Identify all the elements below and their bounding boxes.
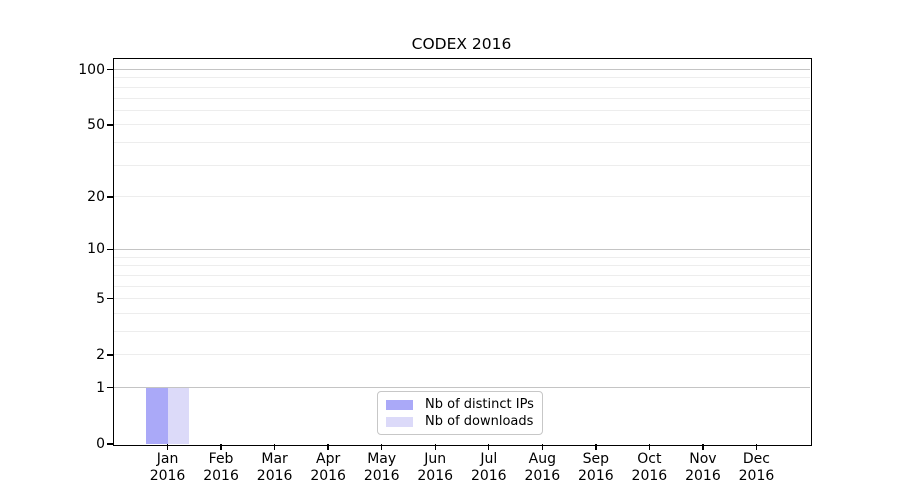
x-tick-mark xyxy=(702,444,704,450)
x-tick-year: 2016 xyxy=(149,468,186,484)
minor-gridline xyxy=(114,86,810,88)
x-tick-year: 2016 xyxy=(524,468,561,484)
x-tick-mark xyxy=(755,444,758,450)
y-tick-label: 2 xyxy=(96,346,105,363)
x-tick-label-apr: Apr 2016 xyxy=(293,451,363,485)
y-tick-label: 10 xyxy=(87,241,105,258)
legend-label-downloads: Nb of downloads xyxy=(425,414,534,429)
plot-area xyxy=(114,59,810,444)
x-tick-month: Jun xyxy=(424,451,447,467)
y-tick-label: 1 xyxy=(96,379,105,396)
x-tick-year: 2016 xyxy=(685,468,721,484)
x-tick-mark xyxy=(273,444,276,450)
minor-gridline xyxy=(114,97,810,99)
x-tick-month: Mar xyxy=(261,451,288,467)
x-tick-month: Nov xyxy=(689,451,717,467)
x-tick-mark xyxy=(648,444,651,450)
x-tick-mark xyxy=(327,444,329,450)
y-tick-mark xyxy=(107,297,114,300)
chart-title: CODEX 2016 xyxy=(411,35,512,53)
y-tick-label: 5 xyxy=(96,290,105,307)
bar-jan-series1 xyxy=(167,387,190,444)
plot-border xyxy=(112,57,812,446)
x-tick-year: 2016 xyxy=(738,468,775,484)
x-tick-mark xyxy=(541,444,543,450)
x-tick-year: 2016 xyxy=(470,468,507,484)
x-tick-mark xyxy=(595,444,597,450)
x-tick-label-mar: Mar 2016 xyxy=(240,451,310,485)
major-gridline xyxy=(114,68,810,71)
x-tick-month: Aug xyxy=(528,451,556,467)
minor-gridline xyxy=(114,285,810,287)
x-tick-month: Jan xyxy=(156,451,179,467)
x-tick-year: 2016 xyxy=(310,468,346,484)
major-gridline xyxy=(114,387,810,389)
x-tick-label-feb: Feb 2016 xyxy=(186,451,256,485)
x-tick-year: 2016 xyxy=(203,468,239,484)
x-tick-month: Dec xyxy=(742,451,770,467)
legend: Nb of distinct IPs Nb of downloads xyxy=(377,391,543,435)
x-tick-month: Jul xyxy=(480,451,498,467)
minor-gridline xyxy=(114,312,810,314)
minor-gridline xyxy=(114,274,810,276)
x-tick-label-jul: Jul 2016 xyxy=(454,451,524,485)
major-gridline xyxy=(114,248,810,251)
minor-gridline xyxy=(114,331,810,333)
x-tick-label-nov: Nov 2016 xyxy=(668,451,738,485)
y-tick-label: 0 xyxy=(96,436,105,452)
minor-gridline xyxy=(114,354,810,356)
minor-gridline xyxy=(114,164,810,166)
x-tick-year: 2016 xyxy=(417,468,454,484)
y-tick-mark xyxy=(107,248,114,251)
minor-gridline xyxy=(114,298,810,300)
x-tick-year: 2016 xyxy=(578,468,614,484)
y-tick-mark xyxy=(107,387,114,389)
y-tick-mark xyxy=(107,354,114,356)
x-tick-month: Apr xyxy=(316,451,341,467)
x-tick-label-aug: Aug 2016 xyxy=(507,451,577,485)
y-tick-mark xyxy=(107,196,114,198)
y-tick-label: 50 xyxy=(87,116,105,133)
minor-gridline xyxy=(114,77,810,79)
x-tick-month: Oct xyxy=(637,451,662,467)
x-tick-year: 2016 xyxy=(256,468,293,484)
x-tick-label-jun: Jun 2016 xyxy=(400,451,470,485)
x-tick-month: Feb xyxy=(208,451,234,467)
minor-gridline xyxy=(114,196,810,198)
x-tick-mark xyxy=(166,444,169,450)
minor-gridline xyxy=(114,265,810,267)
x-tick-label-dec: Dec 2016 xyxy=(721,451,791,485)
y-tick-label: 100 xyxy=(78,61,105,78)
bar-jan-series0 xyxy=(146,387,168,444)
x-tick-year: 2016 xyxy=(631,468,668,484)
y-tick-label: 20 xyxy=(87,188,105,205)
x-tick-mark xyxy=(220,444,222,450)
legend-item-downloads: Nb of downloads xyxy=(386,413,534,430)
legend-label-distinct-ips: Nb of distinct IPs xyxy=(425,397,534,412)
x-tick-label-jan: Jan 2016 xyxy=(133,451,203,485)
legend-swatch-distinct-ips-icon xyxy=(386,399,413,410)
x-tick-year: 2016 xyxy=(363,468,400,484)
minor-gridline xyxy=(114,142,810,144)
minor-gridline xyxy=(114,256,810,258)
y-tick-mark xyxy=(107,443,114,445)
minor-gridline xyxy=(114,109,810,111)
y-tick-mark xyxy=(107,124,114,126)
x-tick-label-oct: Oct 2016 xyxy=(614,451,684,485)
legend-swatch-downloads-icon xyxy=(386,416,413,427)
x-tick-mark xyxy=(380,444,383,450)
x-tick-label-sep: Sep 2016 xyxy=(561,451,631,485)
legend-item-distinct-ips: Nb of distinct IPs xyxy=(386,396,534,413)
minor-gridline xyxy=(114,124,810,126)
x-tick-mark xyxy=(488,444,490,450)
x-tick-month: Sep xyxy=(582,451,610,467)
x-tick-mark xyxy=(434,444,436,450)
x-tick-label-may: May 2016 xyxy=(347,451,417,485)
y-tick-mark xyxy=(107,68,114,71)
x-tick-month: May xyxy=(367,451,397,467)
